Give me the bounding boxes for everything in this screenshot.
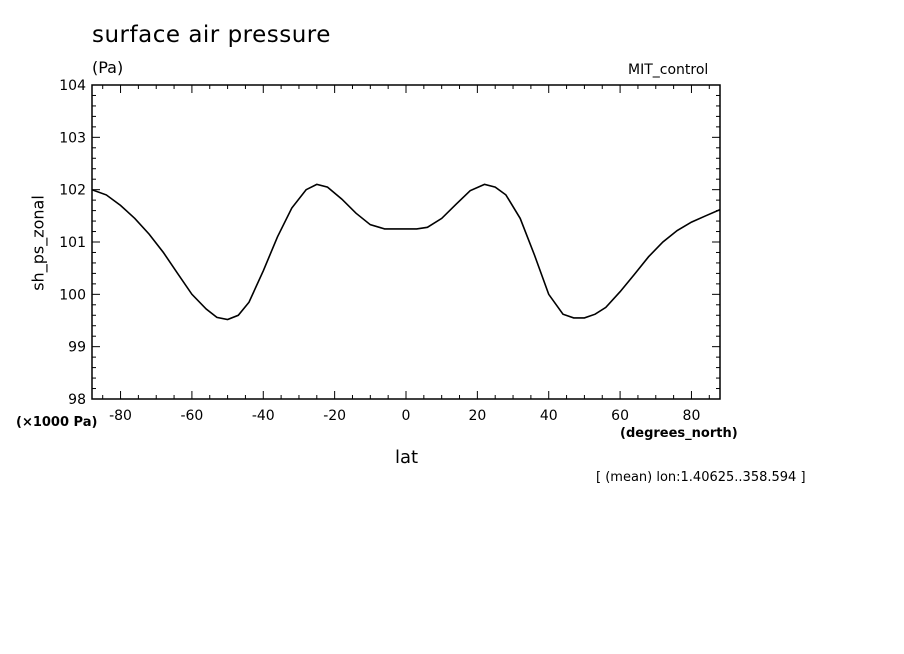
y-tick-label: 102 (59, 183, 86, 199)
y-tick-label: 98 (68, 392, 86, 408)
x-tick-label: 20 (468, 408, 486, 424)
x-tick-label: -20 (323, 408, 346, 424)
series-line (91, 183, 721, 321)
x-tick-label: -60 (180, 408, 203, 424)
y-tick-label: 100 (59, 287, 86, 303)
x-tick-label: 40 (540, 408, 558, 424)
y-axis-scale-label: (×1000 Pa) (16, 415, 98, 430)
dataset-label: MIT_control (628, 62, 709, 78)
x-tick-label: -80 (109, 408, 132, 424)
chart-title: surface air pressure (92, 22, 331, 48)
y-tick-label: 99 (68, 340, 86, 356)
y-tick-label: 101 (59, 235, 86, 251)
axis-ticks (92, 84, 720, 400)
x-axis-units: (degrees_north) (620, 426, 738, 441)
tick-labels: -80 -60 -40 -20 0 20 40 60 80 98 99 100 101 102 103 104 (59, 78, 700, 424)
y-tick-label: 103 (59, 130, 86, 146)
plot-frame (91, 84, 721, 400)
units-label: (Pa) (92, 58, 124, 77)
x-tick-label: 80 (683, 408, 701, 424)
x-tick-label: -40 (252, 408, 275, 424)
averaging-footnote: [ (mean) lon:1.40625..358.594 ] (596, 470, 806, 485)
x-tick-label: 0 (402, 408, 411, 424)
y-tick-label: 104 (59, 78, 86, 94)
x-tick-label: 60 (611, 408, 629, 424)
x-axis-label: lat (395, 447, 419, 468)
